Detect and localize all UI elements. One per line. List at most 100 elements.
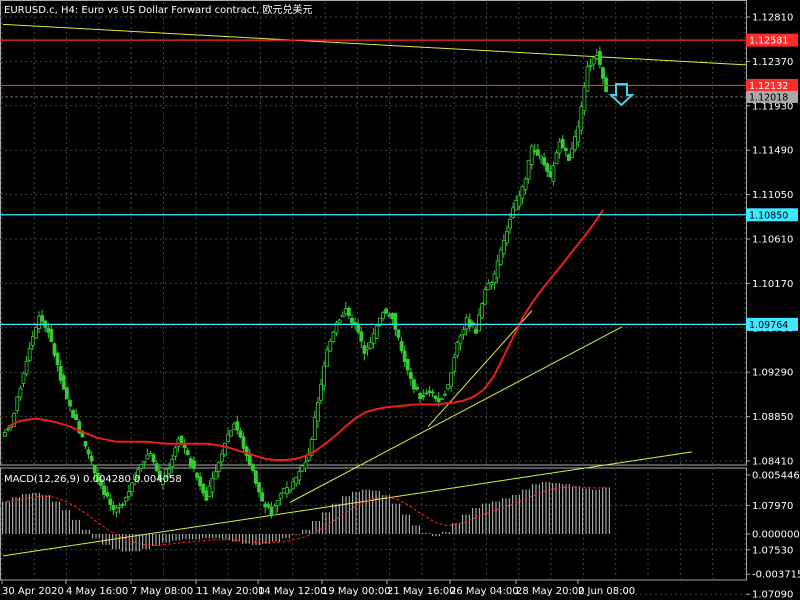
candle-body	[58, 366, 63, 381]
down-arrow-icon[interactable]	[608, 83, 635, 107]
candle-body	[27, 348, 32, 361]
level-price-tag	[746, 33, 798, 47]
price-axis-label: 1.11050	[752, 190, 793, 201]
price-axis-label: 1.07530	[752, 545, 793, 556]
candle-body	[529, 145, 534, 165]
candle-body	[250, 463, 255, 471]
candle-body	[532, 150, 537, 153]
candle-body	[18, 387, 23, 398]
candle-body	[223, 442, 227, 456]
candle-body	[126, 491, 131, 498]
candle-body	[371, 333, 376, 344]
candle-body	[136, 469, 141, 478]
candle-body	[105, 492, 110, 497]
price-axis-label: 1.08410	[752, 457, 793, 468]
candle-body	[176, 438, 181, 447]
candle-body	[591, 57, 596, 65]
candle-body	[585, 66, 590, 92]
price-axis-label: 1.09290	[752, 368, 793, 379]
candle-body	[554, 152, 559, 165]
candle-body	[421, 394, 426, 398]
candle-body	[545, 163, 550, 172]
candle-body	[24, 361, 29, 375]
trendline-lower	[2, 451, 693, 557]
candle-body	[120, 503, 125, 506]
candle-body	[381, 312, 385, 319]
candle-body	[272, 505, 277, 516]
candle-body	[387, 314, 392, 317]
candle-body	[3, 432, 7, 437]
candle-body	[232, 423, 237, 430]
candle-body	[365, 346, 370, 350]
candle-body	[123, 497, 128, 502]
price-axis-label: 1.07970	[752, 501, 793, 512]
candle-body	[412, 379, 416, 390]
candle-body	[238, 430, 243, 438]
candle-body	[576, 126, 581, 143]
candle-body	[6, 428, 10, 431]
trendline-upper	[2, 23, 747, 66]
candle-body	[390, 313, 395, 320]
candle-body	[436, 398, 441, 403]
price-axis-label: 1.10610	[752, 235, 793, 246]
candle-body	[247, 453, 252, 466]
candle-body	[573, 136, 578, 150]
candle-body	[508, 218, 512, 229]
level-price-tag	[746, 317, 798, 331]
candle-body	[312, 417, 317, 441]
candle-body	[563, 148, 568, 152]
candle-body	[452, 357, 457, 372]
candle-body	[210, 478, 215, 493]
candle-body	[266, 504, 271, 508]
candle-body	[92, 464, 97, 474]
candle-body	[467, 319, 472, 328]
candle-body	[154, 463, 159, 472]
candle-body	[260, 492, 265, 502]
candle-body	[229, 430, 234, 437]
macd-axis-label: 0.000000	[752, 530, 800, 541]
price-axis-label: 1.11490	[752, 146, 793, 157]
candle-body	[86, 449, 91, 455]
candle-body	[185, 450, 190, 456]
candle-body	[501, 240, 506, 254]
candle-body	[539, 156, 543, 160]
candle-body	[517, 195, 522, 207]
candle-body	[192, 460, 196, 469]
candle-body	[567, 154, 571, 161]
candle-body	[55, 352, 60, 366]
candle-body	[523, 178, 528, 190]
candle-body	[443, 393, 447, 396]
candle-body	[325, 349, 330, 367]
candle-body	[495, 260, 500, 279]
candle-body	[418, 393, 423, 399]
candle-body	[52, 343, 57, 356]
price-axis-label: 1.07090	[752, 590, 793, 600]
candle-body	[130, 482, 134, 493]
candle-body	[588, 64, 593, 67]
candle-body	[241, 436, 246, 449]
candle-body	[148, 453, 153, 457]
candle-body	[61, 375, 66, 390]
candle-body	[315, 402, 320, 422]
candle-body	[263, 503, 268, 508]
level-price-label: 1.12581	[749, 36, 788, 47]
time-axis-label: 30 Apr 2020	[2, 586, 64, 597]
candle-body	[362, 345, 367, 354]
candle-body	[294, 476, 299, 485]
price-axis-label: 1.12370	[752, 57, 793, 68]
candle-body	[548, 170, 553, 178]
candle-body	[309, 439, 314, 456]
trendline-short	[427, 310, 533, 428]
time-axis-label: 4 May 16:00	[66, 586, 128, 597]
level-price-tag	[746, 208, 798, 222]
candle-body	[37, 315, 41, 329]
candle-body	[33, 327, 38, 339]
candle-body	[117, 505, 122, 508]
candle-body	[322, 365, 326, 387]
candle-body	[359, 331, 364, 342]
candle-body	[526, 159, 531, 180]
candle-body	[542, 157, 547, 165]
candle-body	[415, 386, 419, 390]
level-price-label: 1.12132	[749, 81, 788, 92]
